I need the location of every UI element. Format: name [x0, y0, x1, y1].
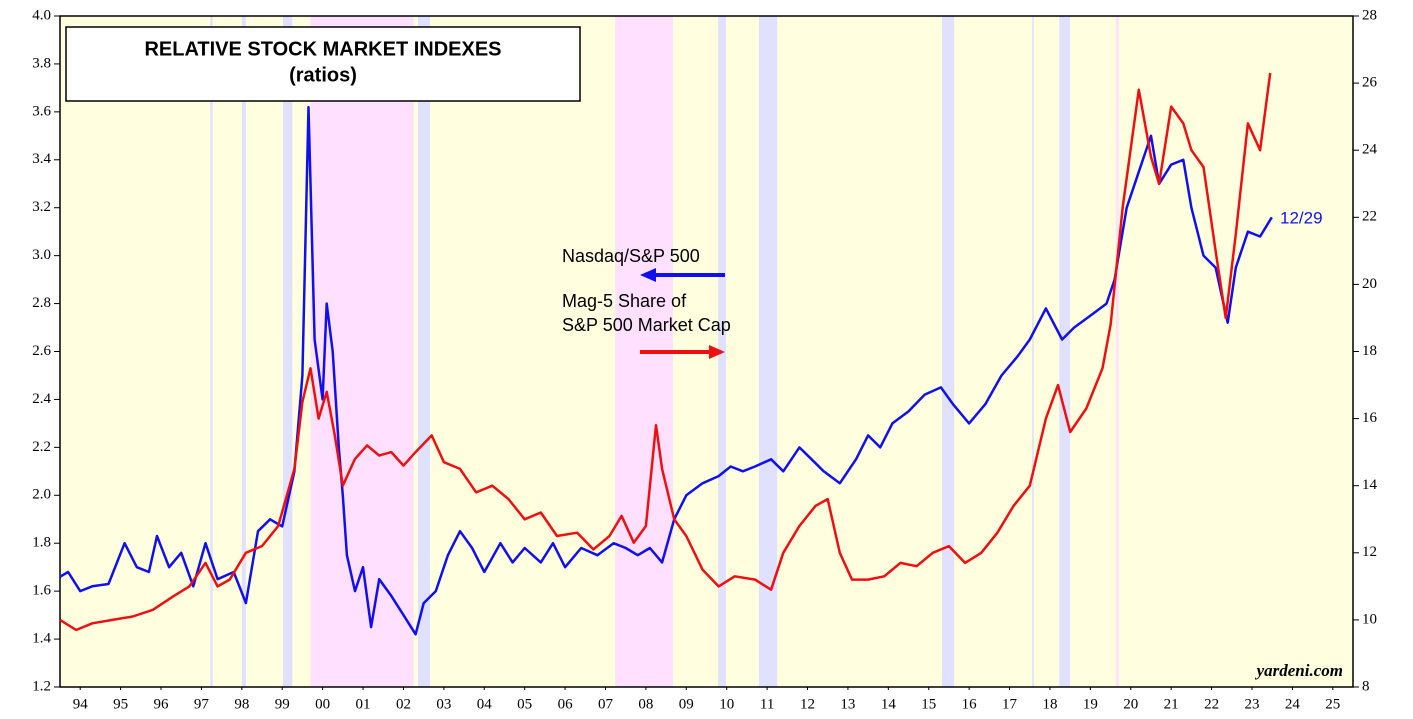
y-tick-label: 2.2 [32, 439, 51, 455]
x-tick-label: 24 [1285, 696, 1301, 712]
annotation: S&P 500 Market Cap [562, 315, 731, 335]
chart-title: RELATIVE STOCK MARKET INDEXES [144, 38, 501, 60]
y2-tick-label: 10 [1362, 611, 1377, 627]
x-tick-label: 09 [679, 696, 694, 712]
y2-tick-label: 28 [1362, 7, 1377, 23]
x-tick-label: 06 [558, 696, 574, 712]
x-tick-label: 08 [638, 696, 653, 712]
y-tick-label: 1.6 [32, 583, 51, 599]
x-tick-label: 00 [315, 696, 330, 712]
x-tick-label: 96 [154, 696, 170, 712]
x-tick-label: 98 [234, 696, 249, 712]
x-tick-label: 18 [1042, 696, 1057, 712]
x-tick-label: 17 [1002, 696, 1018, 712]
annotation: Nasdaq/S&P 500 [562, 246, 700, 266]
x-tick-label: 94 [73, 696, 89, 712]
shaded-region [1059, 16, 1071, 687]
x-tick-label: 07 [598, 696, 614, 712]
x-tick-label: 10 [719, 696, 734, 712]
x-tick-label: 99 [275, 696, 290, 712]
shaded-region [241, 16, 246, 687]
source: yardeni.com [1255, 661, 1343, 680]
x-tick-label: 20 [1123, 696, 1138, 712]
y2-tick-label: 26 [1362, 75, 1378, 91]
y-tick-label: 2.6 [32, 343, 51, 359]
x-tick-label: 25 [1325, 696, 1340, 712]
y2-tick-label: 20 [1362, 276, 1377, 292]
shaded-region [210, 16, 213, 687]
x-tick-label: 03 [436, 696, 451, 712]
x-tick-label: 22 [1204, 696, 1219, 712]
x-tick-label: 04 [477, 696, 493, 712]
shaded-region [759, 16, 778, 687]
x-tick-label: 21 [1164, 696, 1179, 712]
y-tick-label: 2.0 [32, 487, 51, 503]
y-tick-label: 3.0 [32, 247, 51, 263]
date-label: 12/29 [1280, 208, 1323, 227]
series-line [59, 72, 1272, 632]
shaded-region [310, 16, 414, 687]
x-tick-label: 05 [517, 696, 532, 712]
y2-tick-label: 24 [1362, 142, 1378, 158]
x-tick-label: 14 [881, 696, 897, 712]
x-tick-label: 12 [800, 696, 815, 712]
x-tick-label: 19 [1083, 696, 1098, 712]
title-box [65, 26, 581, 102]
y2-tick-label: 14 [1362, 477, 1378, 493]
shaded-region [1115, 16, 1119, 687]
shaded-region [283, 16, 293, 687]
x-tick-label: 02 [396, 696, 411, 712]
y-tick-label: 4.0 [32, 7, 51, 23]
shaded-region [942, 16, 955, 687]
shaded-region [417, 16, 431, 687]
series-line [59, 105, 1273, 636]
y2-tick-label: 16 [1362, 410, 1378, 426]
x-tick-label: 01 [356, 696, 371, 712]
y-tick-label: 3.2 [32, 199, 51, 215]
y2-tick-label: 18 [1362, 343, 1377, 359]
x-tick-label: 13 [840, 696, 855, 712]
y2-tick-label: 22 [1362, 209, 1377, 225]
y-tick-label: 2.8 [32, 295, 51, 311]
arrow-head [640, 268, 656, 282]
y-tick-label: 3.8 [32, 55, 51, 71]
y-tick-label: 1.4 [32, 631, 51, 647]
y-tick-label: 2.4 [32, 391, 51, 407]
y-tick-label: 1.2 [32, 678, 51, 694]
y-tick-label: 3.4 [32, 151, 51, 167]
x-tick-label: 15 [921, 696, 936, 712]
y-tick-label: 1.8 [32, 535, 51, 551]
x-tick-label: 11 [760, 696, 774, 712]
x-tick-label: 23 [1244, 696, 1259, 712]
y2-tick-label: 8 [1362, 678, 1370, 694]
y-tick-label: 3.6 [32, 103, 51, 119]
annotation: Mag-5 Share of [562, 291, 687, 311]
arrow-head [709, 345, 725, 359]
x-tick-label: 16 [962, 696, 978, 712]
y2-tick-label: 12 [1362, 544, 1377, 560]
chart-subtitle: (ratios) [289, 64, 357, 86]
x-tick-label: 95 [113, 696, 128, 712]
x-tick-label: 97 [194, 696, 210, 712]
shaded-region [1032, 16, 1034, 687]
